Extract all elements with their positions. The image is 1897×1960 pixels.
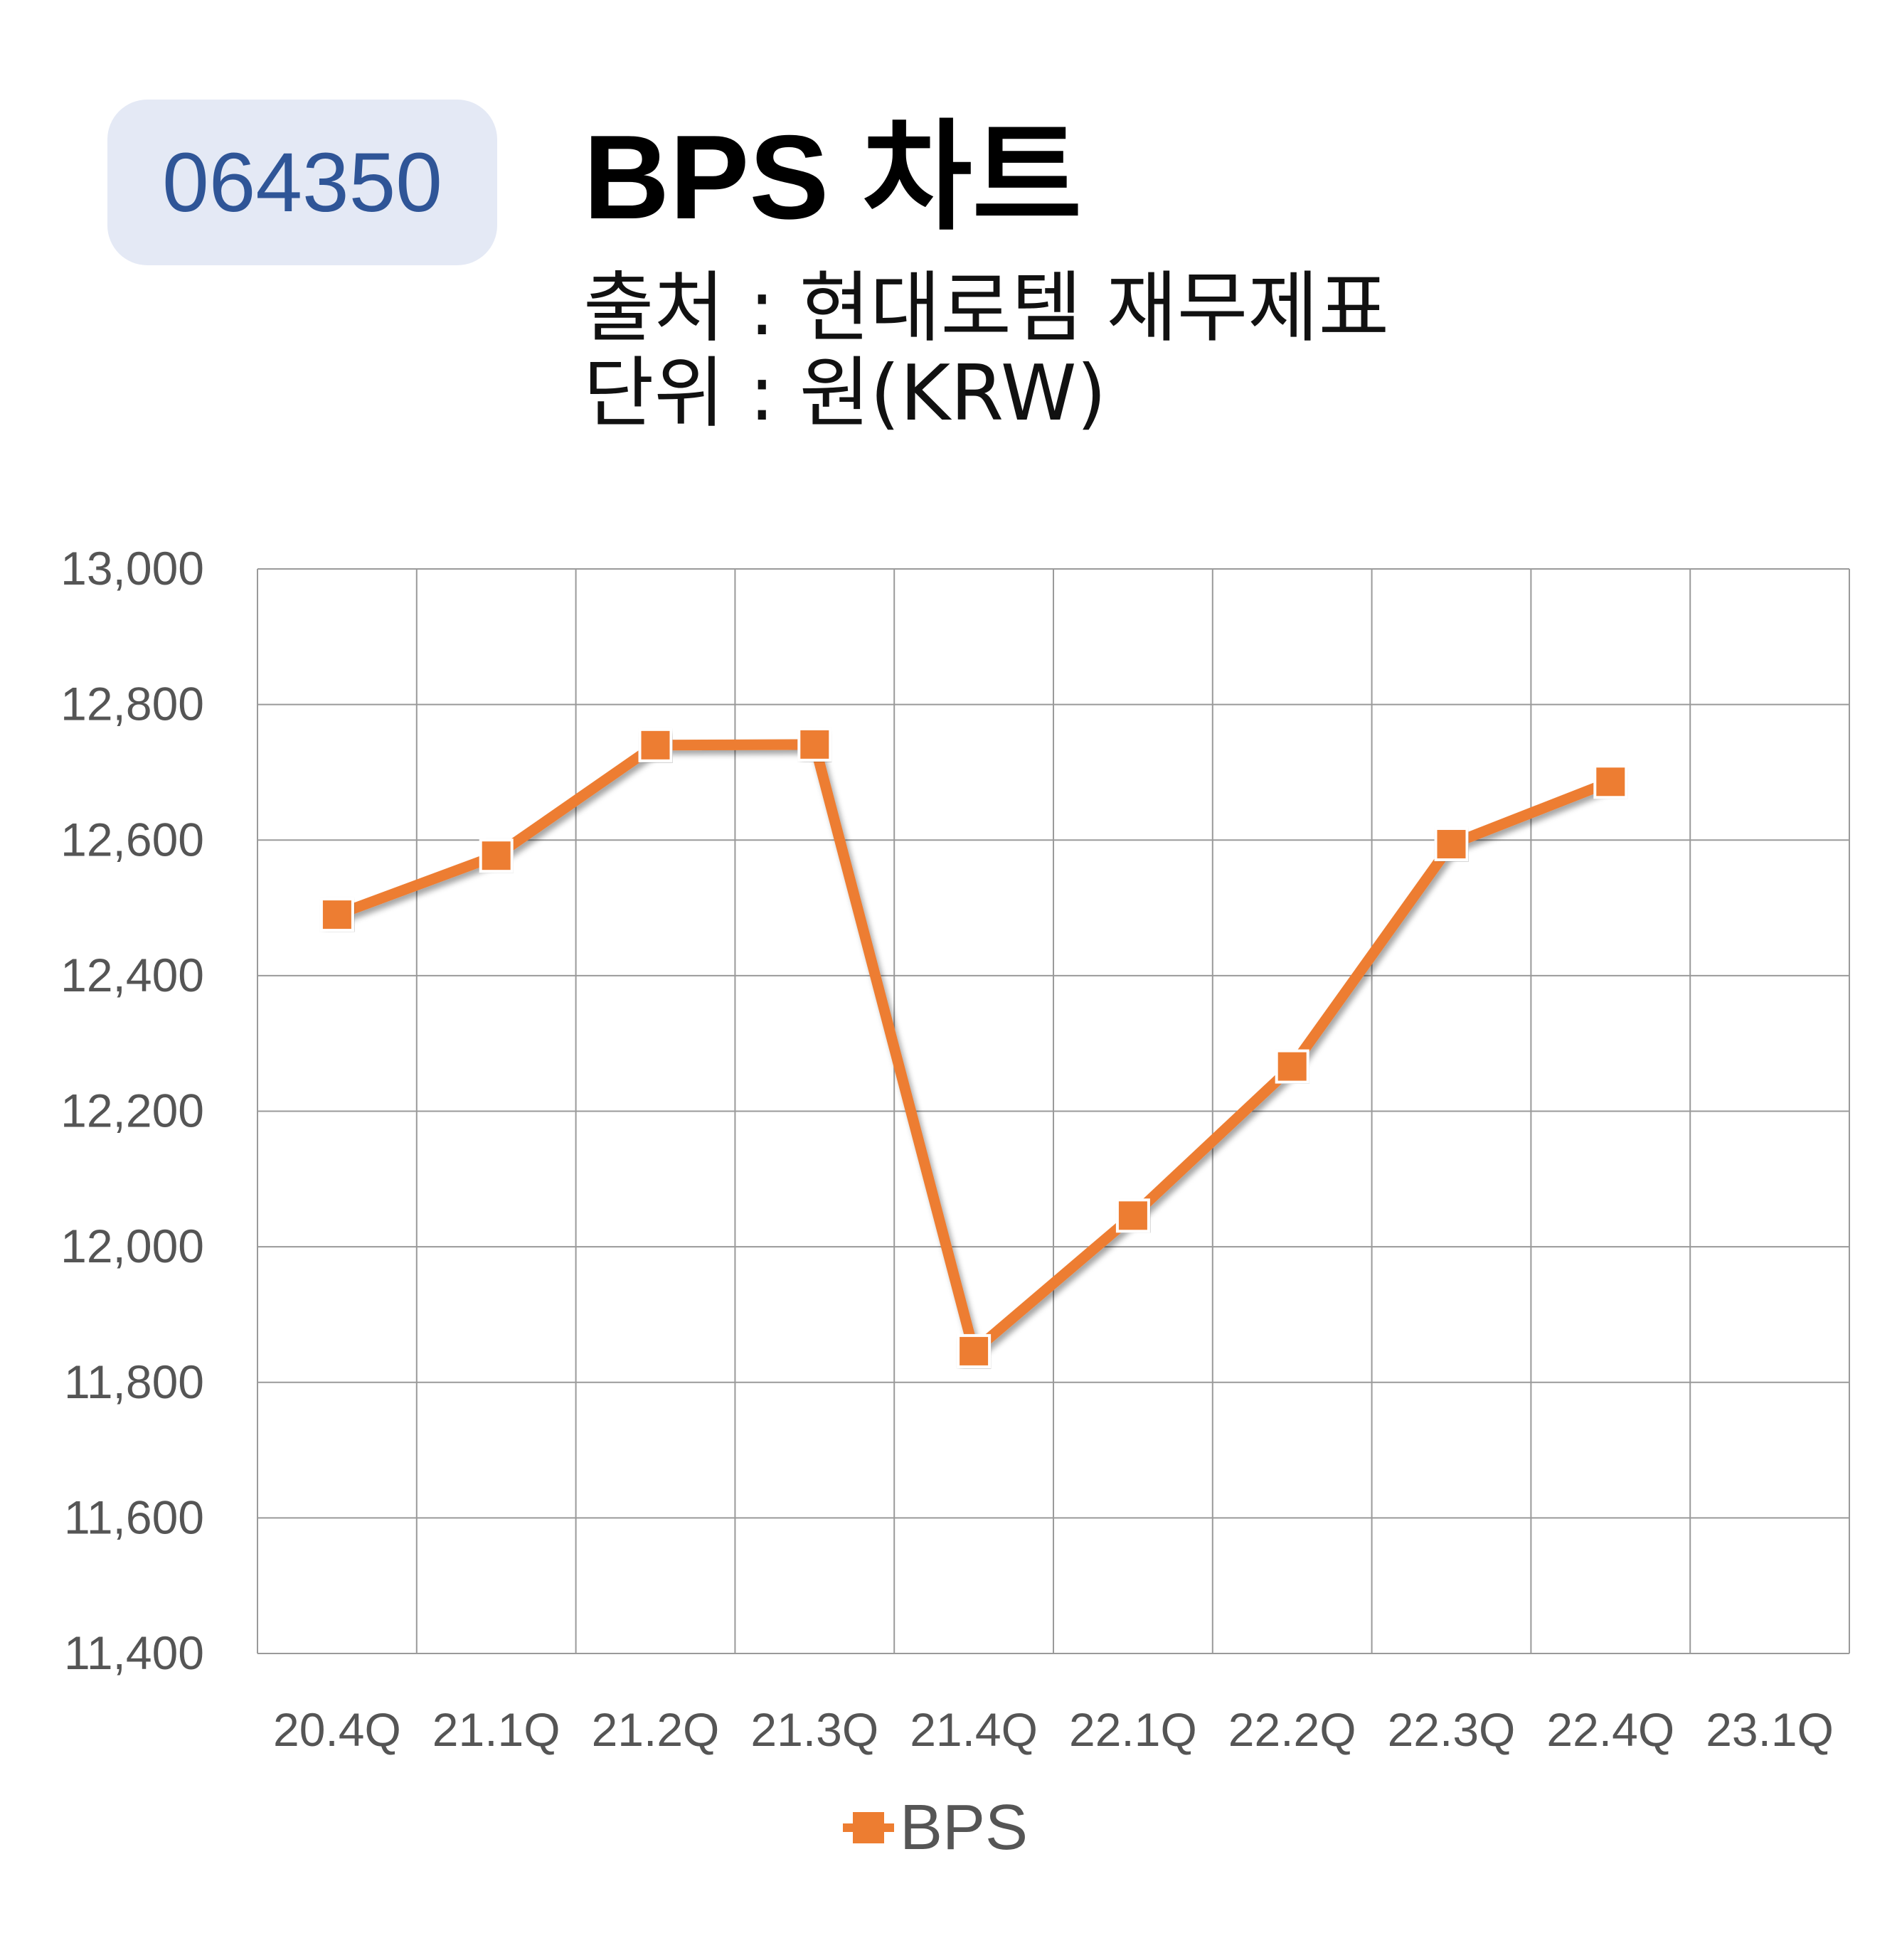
chart-title: BPS 차트 <box>583 110 1083 244</box>
unit-text: 단위 : 원(KRW) <box>583 349 1107 438</box>
y-tick-label: 12,000 <box>60 1220 204 1272</box>
series-bps <box>319 727 1628 1368</box>
y-tick-label: 11,400 <box>64 1626 204 1679</box>
x-tick-label: 21.4Q <box>910 1703 1038 1756</box>
data-point-marker <box>957 1333 992 1368</box>
data-point-marker <box>797 727 832 762</box>
y-tick-label: 12,800 <box>60 678 204 730</box>
data-point-marker <box>1593 765 1628 799</box>
y-tick-label: 11,600 <box>64 1491 204 1543</box>
y-tick-label: 12,600 <box>60 813 204 866</box>
plot-grid <box>257 568 1850 1654</box>
source-text: 출처 : 현대로템 재무제표 <box>583 264 1389 353</box>
data-point-marker <box>319 898 354 932</box>
legend-swatch-marker <box>853 1812 884 1843</box>
x-tick-label: 21.1Q <box>432 1703 560 1756</box>
y-axis: 11,400 11,600 11,800 12,000 12,200 12,400 12,6… <box>60 542 204 1679</box>
y-tick-label: 13,000 <box>60 542 204 595</box>
y-tick-label: 11,800 <box>64 1356 204 1408</box>
y-tick-label: 12,400 <box>60 949 204 1001</box>
x-tick-label: 20.4Q <box>273 1703 401 1756</box>
x-tick-label: 22.4Q <box>1546 1703 1674 1756</box>
data-point-marker <box>479 838 514 873</box>
x-tick-label: 23.1Q <box>1706 1703 1834 1756</box>
x-tick-label: 22.3Q <box>1388 1703 1516 1756</box>
x-axis: 20.4Q 21.1Q 21.2Q 21.3Q 21.4Q 22.1Q 22.2Q 22.3Q… <box>273 1703 1834 1756</box>
data-point-marker <box>1434 826 1469 861</box>
legend-label: BPS <box>900 1792 1028 1863</box>
x-tick-label: 21.2Q <box>592 1703 720 1756</box>
x-tick-label: 22.1Q <box>1069 1703 1197 1756</box>
data-point-marker <box>638 728 673 762</box>
legend: BPS <box>843 1792 1028 1863</box>
x-tick-label: 21.3Q <box>750 1703 878 1756</box>
series-line-bps <box>331 739 1616 1357</box>
data-point-marker <box>1115 1198 1150 1233</box>
y-tick-label: 12,200 <box>60 1085 204 1137</box>
data-point-marker <box>1275 1049 1309 1084</box>
stock-code-badge: 064350 <box>107 100 497 265</box>
x-tick-label: 22.2Q <box>1228 1703 1356 1756</box>
